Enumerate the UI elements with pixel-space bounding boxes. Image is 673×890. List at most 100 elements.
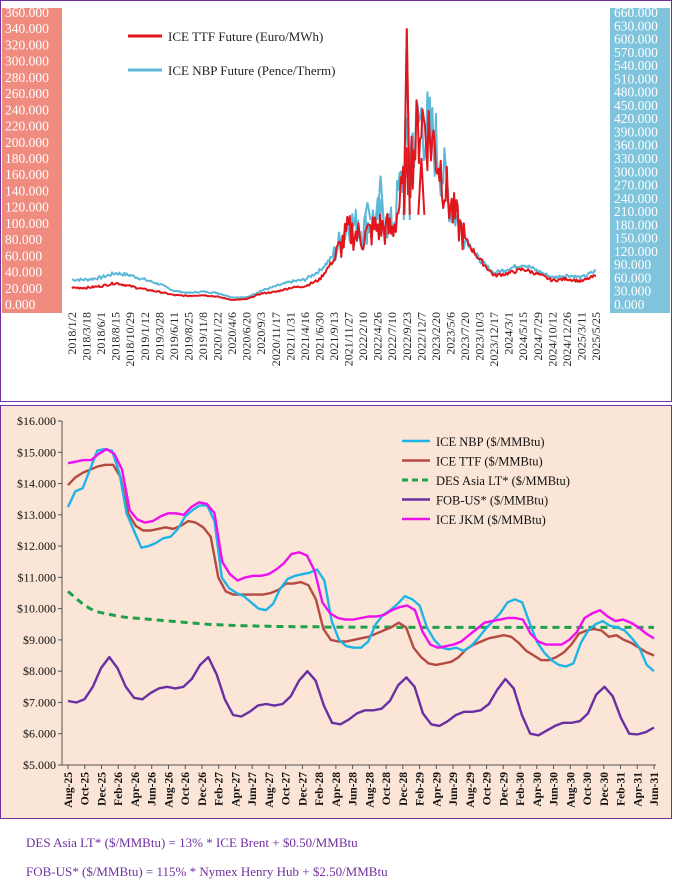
left-tick-label: 200.000 [5,135,49,150]
x-tick-label: Feb-29 [415,772,427,806]
x-tick-label: Feb-28 [314,772,326,806]
right-tick-label: 570.000 [614,45,658,60]
x-tick-label: 2018/10/29 [123,312,137,367]
x-tick-label: Jun-31 [649,772,661,806]
right-tick-label: 90.000 [614,257,651,272]
x-tick-label: Jun-28 [348,772,360,806]
right-tick-label: 60.000 [614,270,651,285]
upper-chart-panel [0,0,672,402]
left-tick-label: 360.000 [5,5,49,20]
x-tick-label: Oct-29 [482,772,494,805]
x-tick-label: Feb-30 [515,772,527,806]
x-tick-label: 2021/11/27 [342,312,356,366]
x-tick-label: Aug-30 [565,772,577,808]
x-tick-label: Apr-29 [431,772,443,807]
left-tick-label: 240.000 [5,102,49,117]
right-tick-label: 150.000 [614,231,658,246]
x-tick-label: Aug-28 [364,772,376,808]
x-tick-label: 2020/11/17 [269,312,283,366]
right-axis-band [610,8,670,313]
x-tick-label: 2022/2/10 [356,312,370,361]
footnote-des-asia: DES Asia LT* ($/MMBtu) = 13% * ICE Brent… [26,835,358,850]
series-spike [352,219,360,227]
x-tick-label: Apr-28 [331,772,343,807]
x-tick-label: Oct-27 [281,772,293,805]
y-tick-label: $13.000 [17,508,56,522]
x-tick-label: 2021/4/16 [298,312,312,361]
y-tick-label: $12.000 [17,539,56,553]
y-tick-label: $11.000 [17,570,56,584]
x-tick-label: 2022/7/10 [385,312,399,361]
series-spike [376,175,385,221]
x-tick-label: 2022/12/7 [414,312,428,361]
right-tick-label: 0.000 [614,297,645,312]
y-tick-label: $14.000 [17,477,56,491]
left-tick-label: 120.000 [5,200,49,215]
right-tick-label: 300.000 [614,164,658,179]
left-tick-label: 80.000 [5,232,42,247]
y-tick-label: $16.000 [17,414,56,428]
series-spike [363,202,372,221]
y-tick-label: $15.000 [17,445,56,459]
x-tick-label: 2019/8/25 [181,312,195,361]
right-tick-label: 480.000 [614,85,658,100]
x-tick-label: Jun-27 [247,772,259,806]
left-axis-band [2,8,62,313]
x-tick-label: Oct-26 [180,772,192,805]
x-tick-label: 2025/3/11 [574,312,588,360]
right-tick-label: 330.000 [614,151,658,166]
x-tick-label: Apr-26 [130,772,142,807]
x-tick-label: Aug-27 [264,772,276,808]
x-tick-label: 2019/1/12 [138,312,152,361]
x-tick-label: Oct-30 [582,772,594,805]
x-tick-label: 2024/3/1 [502,312,516,355]
legend-label: ICE JKM ($/MMBtu) [436,513,546,527]
right-tick-label: 540.000 [614,58,658,73]
x-tick-label: Apr-31 [632,772,644,807]
x-tick-label: 2023/12/17 [487,312,501,367]
right-tick-label: 660.000 [614,5,658,20]
x-tick-label: 2021/6/30 [312,312,326,361]
left-tick-label: 260.000 [5,86,49,101]
y-tick-label: $5.000 [23,758,56,772]
x-tick-label: 2021/1/31 [283,312,297,361]
x-tick-label: Apr-27 [230,772,242,807]
x-tick-label: 2020/1/22 [211,312,225,361]
series-spike [417,157,426,215]
x-tick-label: Aug-26 [163,772,175,808]
x-tick-label: Dec-27 [297,772,309,806]
y-tick-label: $7.000 [23,695,56,709]
x-tick-label: 2019/11/8 [196,312,210,360]
x-tick-label: 2022/9/23 [400,312,414,361]
right-tick-label: 360.000 [614,138,658,153]
x-tick-label: 2024/7/29 [531,312,545,361]
x-tick-label: 2024/10/12 [545,312,559,367]
left-tick-label: 220.000 [5,119,49,134]
x-tick-label: Jun-29 [448,772,460,806]
x-tick-label: Feb-31 [616,772,628,806]
left-tick-label: 140.000 [5,183,49,198]
x-tick-label: Feb-26 [113,772,125,806]
left-tick-label: 180.000 [5,151,49,166]
y-tick-label: $10.000 [17,602,56,616]
x-tick-label: 2020/6/20 [240,312,254,361]
left-tick-label: 60.000 [5,248,42,263]
x-tick-label: Aug-29 [465,772,477,808]
left-tick-label: 300.000 [5,54,49,69]
x-tick-label: Jun-26 [147,772,159,806]
right-tick-label: 270.000 [614,178,658,193]
series-line [67,655,655,737]
legend-label: ICE NBP ($/MMBtu) [436,435,545,449]
series-line [71,99,597,301]
left-tick-label: 280.000 [5,70,49,85]
x-tick-label: 2018/3/18 [80,312,94,361]
x-tick-label: Jun-30 [549,772,561,806]
x-tick-label: Dec-28 [398,772,410,806]
x-tick-label: 2024/12/26 [560,312,574,367]
left-tick-label: 0.000 [5,297,36,312]
lower-chart: $16.000 $15.000 $14.000 $13.000 $12.000 $11.0… [17,414,661,808]
right-tick-label: 450.000 [614,98,658,113]
left-tick-label: 320.000 [5,37,49,52]
x-tick-label: 2018/8/15 [109,312,123,361]
x-tick-label: Aug-25 [63,772,75,808]
